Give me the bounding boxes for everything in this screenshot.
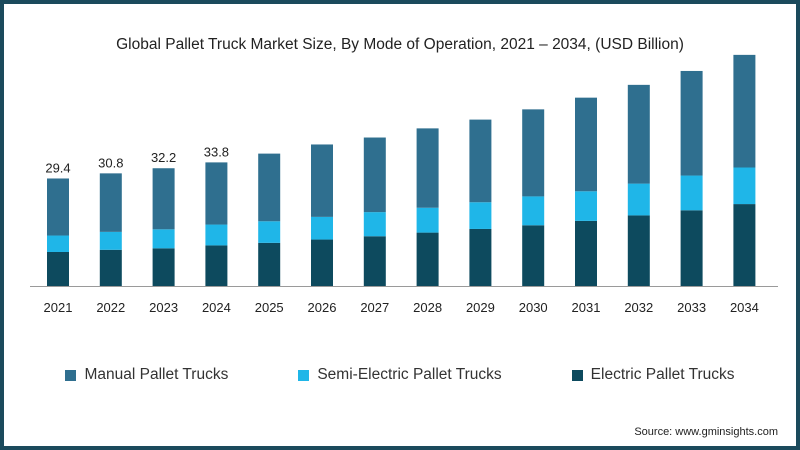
legend-swatch-semi-electric: [298, 369, 310, 381]
bar-semi-electric-pallet-trucks-2024: [205, 224, 228, 246]
data-label-2021: 29.4: [45, 160, 70, 175]
data-labels: 29.4 30.8 32.2 33.8: [45, 144, 229, 175]
x-tick-label-2033: 2033: [677, 300, 706, 315]
bar-manual-pallet-trucks-2027: [363, 137, 386, 213]
bar-electric-pallet-trucks-2034: [733, 204, 756, 286]
bar-manual-pallet-trucks-2024: [205, 162, 228, 225]
x-tick-label-2025: 2025: [255, 300, 284, 315]
bar-semi-electric-pallet-trucks-2034: [733, 167, 756, 205]
x-tick-label-2030: 2030: [519, 300, 548, 315]
bar-semi-electric-pallet-trucks-2021: [47, 235, 69, 252]
bar-semi-electric-pallet-trucks-2028: [416, 207, 439, 233]
bar-electric-pallet-trucks-2025: [258, 242, 281, 286]
bar-electric-pallet-trucks-2024: [205, 245, 228, 286]
bar-electric-pallet-trucks-2022: [99, 249, 122, 286]
bar-manual-pallet-trucks-2022: [99, 173, 122, 232]
bar-electric-pallet-trucks-2021: [47, 251, 69, 286]
bar-semi-electric-pallet-trucks-2027: [363, 212, 386, 237]
legend-swatch-electric: [571, 369, 583, 381]
bar-manual-pallet-trucks-2032: [627, 84, 650, 184]
bar-semi-electric-pallet-trucks-2030: [522, 196, 545, 226]
legend-label-manual: Manual Pallet Trucks: [84, 366, 229, 383]
bar-electric-pallet-trucks-2027: [363, 236, 386, 286]
bar-semi-electric-pallet-trucks-2025: [258, 221, 281, 243]
legend: Manual Pallet Trucks Semi-Electric Palle…: [0, 366, 800, 384]
chart-title: Global Pallet Truck Market Size, By Mode…: [116, 36, 684, 53]
bar-manual-pallet-trucks-2034: [733, 54, 756, 168]
data-label-2024: 33.8: [204, 144, 229, 159]
bar-semi-electric-pallet-trucks-2031: [575, 191, 597, 221]
x-tick-label-2034: 2034: [730, 300, 759, 315]
x-tick-label-2027: 2027: [360, 300, 389, 315]
legend-item-manual: Manual Pallet Trucks: [65, 366, 228, 384]
bar-manual-pallet-trucks-2026: [311, 144, 333, 217]
x-tick-label-2029: 2029: [466, 300, 495, 315]
bar-electric-pallet-trucks-2029: [469, 228, 492, 286]
bar-electric-pallet-trucks-2033: [680, 210, 703, 286]
legend-label-semi-electric: Semi-Electric Pallet Trucks: [317, 366, 502, 383]
bar-semi-electric-pallet-trucks-2022: [99, 231, 122, 250]
legend-item-semi-electric: Semi-Electric Pallet Trucks: [298, 366, 502, 384]
legend-swatch-manual: [65, 369, 77, 381]
x-tick-label-2031: 2031: [572, 300, 601, 315]
bar-electric-pallet-trucks-2023: [152, 248, 175, 286]
x-tick-label-2021: 2021: [44, 300, 73, 315]
bar-electric-pallet-trucks-2030: [522, 225, 545, 286]
bar-manual-pallet-trucks-2030: [522, 109, 545, 197]
x-tick-label-2028: 2028: [413, 300, 442, 315]
x-tick-label-2026: 2026: [308, 300, 337, 315]
bar-manual-pallet-trucks-2021: [47, 178, 69, 236]
bar-semi-electric-pallet-trucks-2032: [627, 183, 650, 216]
bar-electric-pallet-trucks-2031: [575, 220, 597, 286]
data-label-2023: 32.2: [151, 150, 176, 165]
legend-item-electric: Electric Pallet Trucks: [571, 366, 735, 384]
bar-semi-electric-pallet-trucks-2023: [152, 229, 175, 249]
x-tick-labels: 2021 2022 2023 2024 2025 2026 2027 2028 2029 2030…: [44, 300, 759, 315]
data-label-2022: 30.8: [98, 155, 123, 170]
bar-electric-pallet-trucks-2026: [311, 239, 333, 286]
bar-layer: [47, 54, 756, 286]
bar-manual-pallet-trucks-2029: [469, 119, 492, 203]
bar-manual-pallet-trucks-2031: [575, 97, 597, 192]
bar-electric-pallet-trucks-2028: [416, 232, 439, 286]
x-tick-label-2022: 2022: [96, 300, 125, 315]
x-tick-label-2032: 2032: [624, 300, 653, 315]
bar-manual-pallet-trucks-2033: [680, 70, 703, 176]
bar-semi-electric-pallet-trucks-2026: [311, 216, 333, 240]
bar-semi-electric-pallet-trucks-2033: [680, 175, 703, 211]
bar-manual-pallet-trucks-2023: [152, 168, 175, 230]
bar-manual-pallet-trucks-2025: [258, 153, 281, 222]
x-tick-label-2024: 2024: [202, 300, 231, 315]
bar-manual-pallet-trucks-2028: [416, 128, 439, 208]
bar-semi-electric-pallet-trucks-2029: [469, 202, 492, 229]
bar-electric-pallet-trucks-2032: [627, 215, 650, 286]
legend-label-electric: Electric Pallet Trucks: [590, 366, 735, 383]
source-note: Source: www.gminsights.com: [634, 426, 778, 438]
x-tick-label-2023: 2023: [149, 300, 178, 315]
